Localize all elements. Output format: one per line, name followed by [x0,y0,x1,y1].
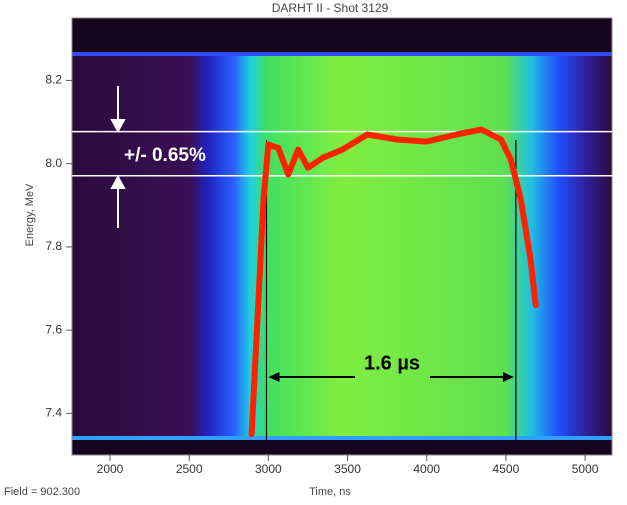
y-tick-label: 7.6 [45,322,62,336]
x-tick-label: 4000 [413,462,440,476]
y-tick-label: 8.2 [45,73,62,87]
plot-frame [71,17,613,456]
streak-edge [72,52,612,56]
x-tick-label: 2500 [176,462,203,476]
streak-image [72,52,612,440]
band-arrows [110,86,126,228]
y-axis-label: Energy, MeV [24,183,36,246]
energy-trace [248,126,539,438]
y-tick-label: 7.8 [45,239,62,253]
y-tick-label: 8.0 [45,156,62,170]
arrow-head [110,119,126,134]
chart-title: DARHT II - Shot 3129 [272,1,389,15]
footer: Field = 902.300 [4,486,80,498]
span-label: 1.6 µs [364,352,420,374]
streak-edge [72,436,612,440]
arrow-head [110,174,126,189]
arrow-head [502,372,514,382]
arrow-head [268,372,280,382]
x-tick-label: 3000 [255,462,282,476]
x-axis-label: Time, ns [309,486,351,498]
y-tick-label: 7.4 [45,406,62,420]
band-label: +/- 0.65% [124,145,206,166]
x-tick-label: 5000 [572,462,599,476]
x-tick-label: 4500 [493,462,520,476]
x-tick-label: 3500 [334,462,361,476]
x-tick-label: 2000 [97,462,124,476]
